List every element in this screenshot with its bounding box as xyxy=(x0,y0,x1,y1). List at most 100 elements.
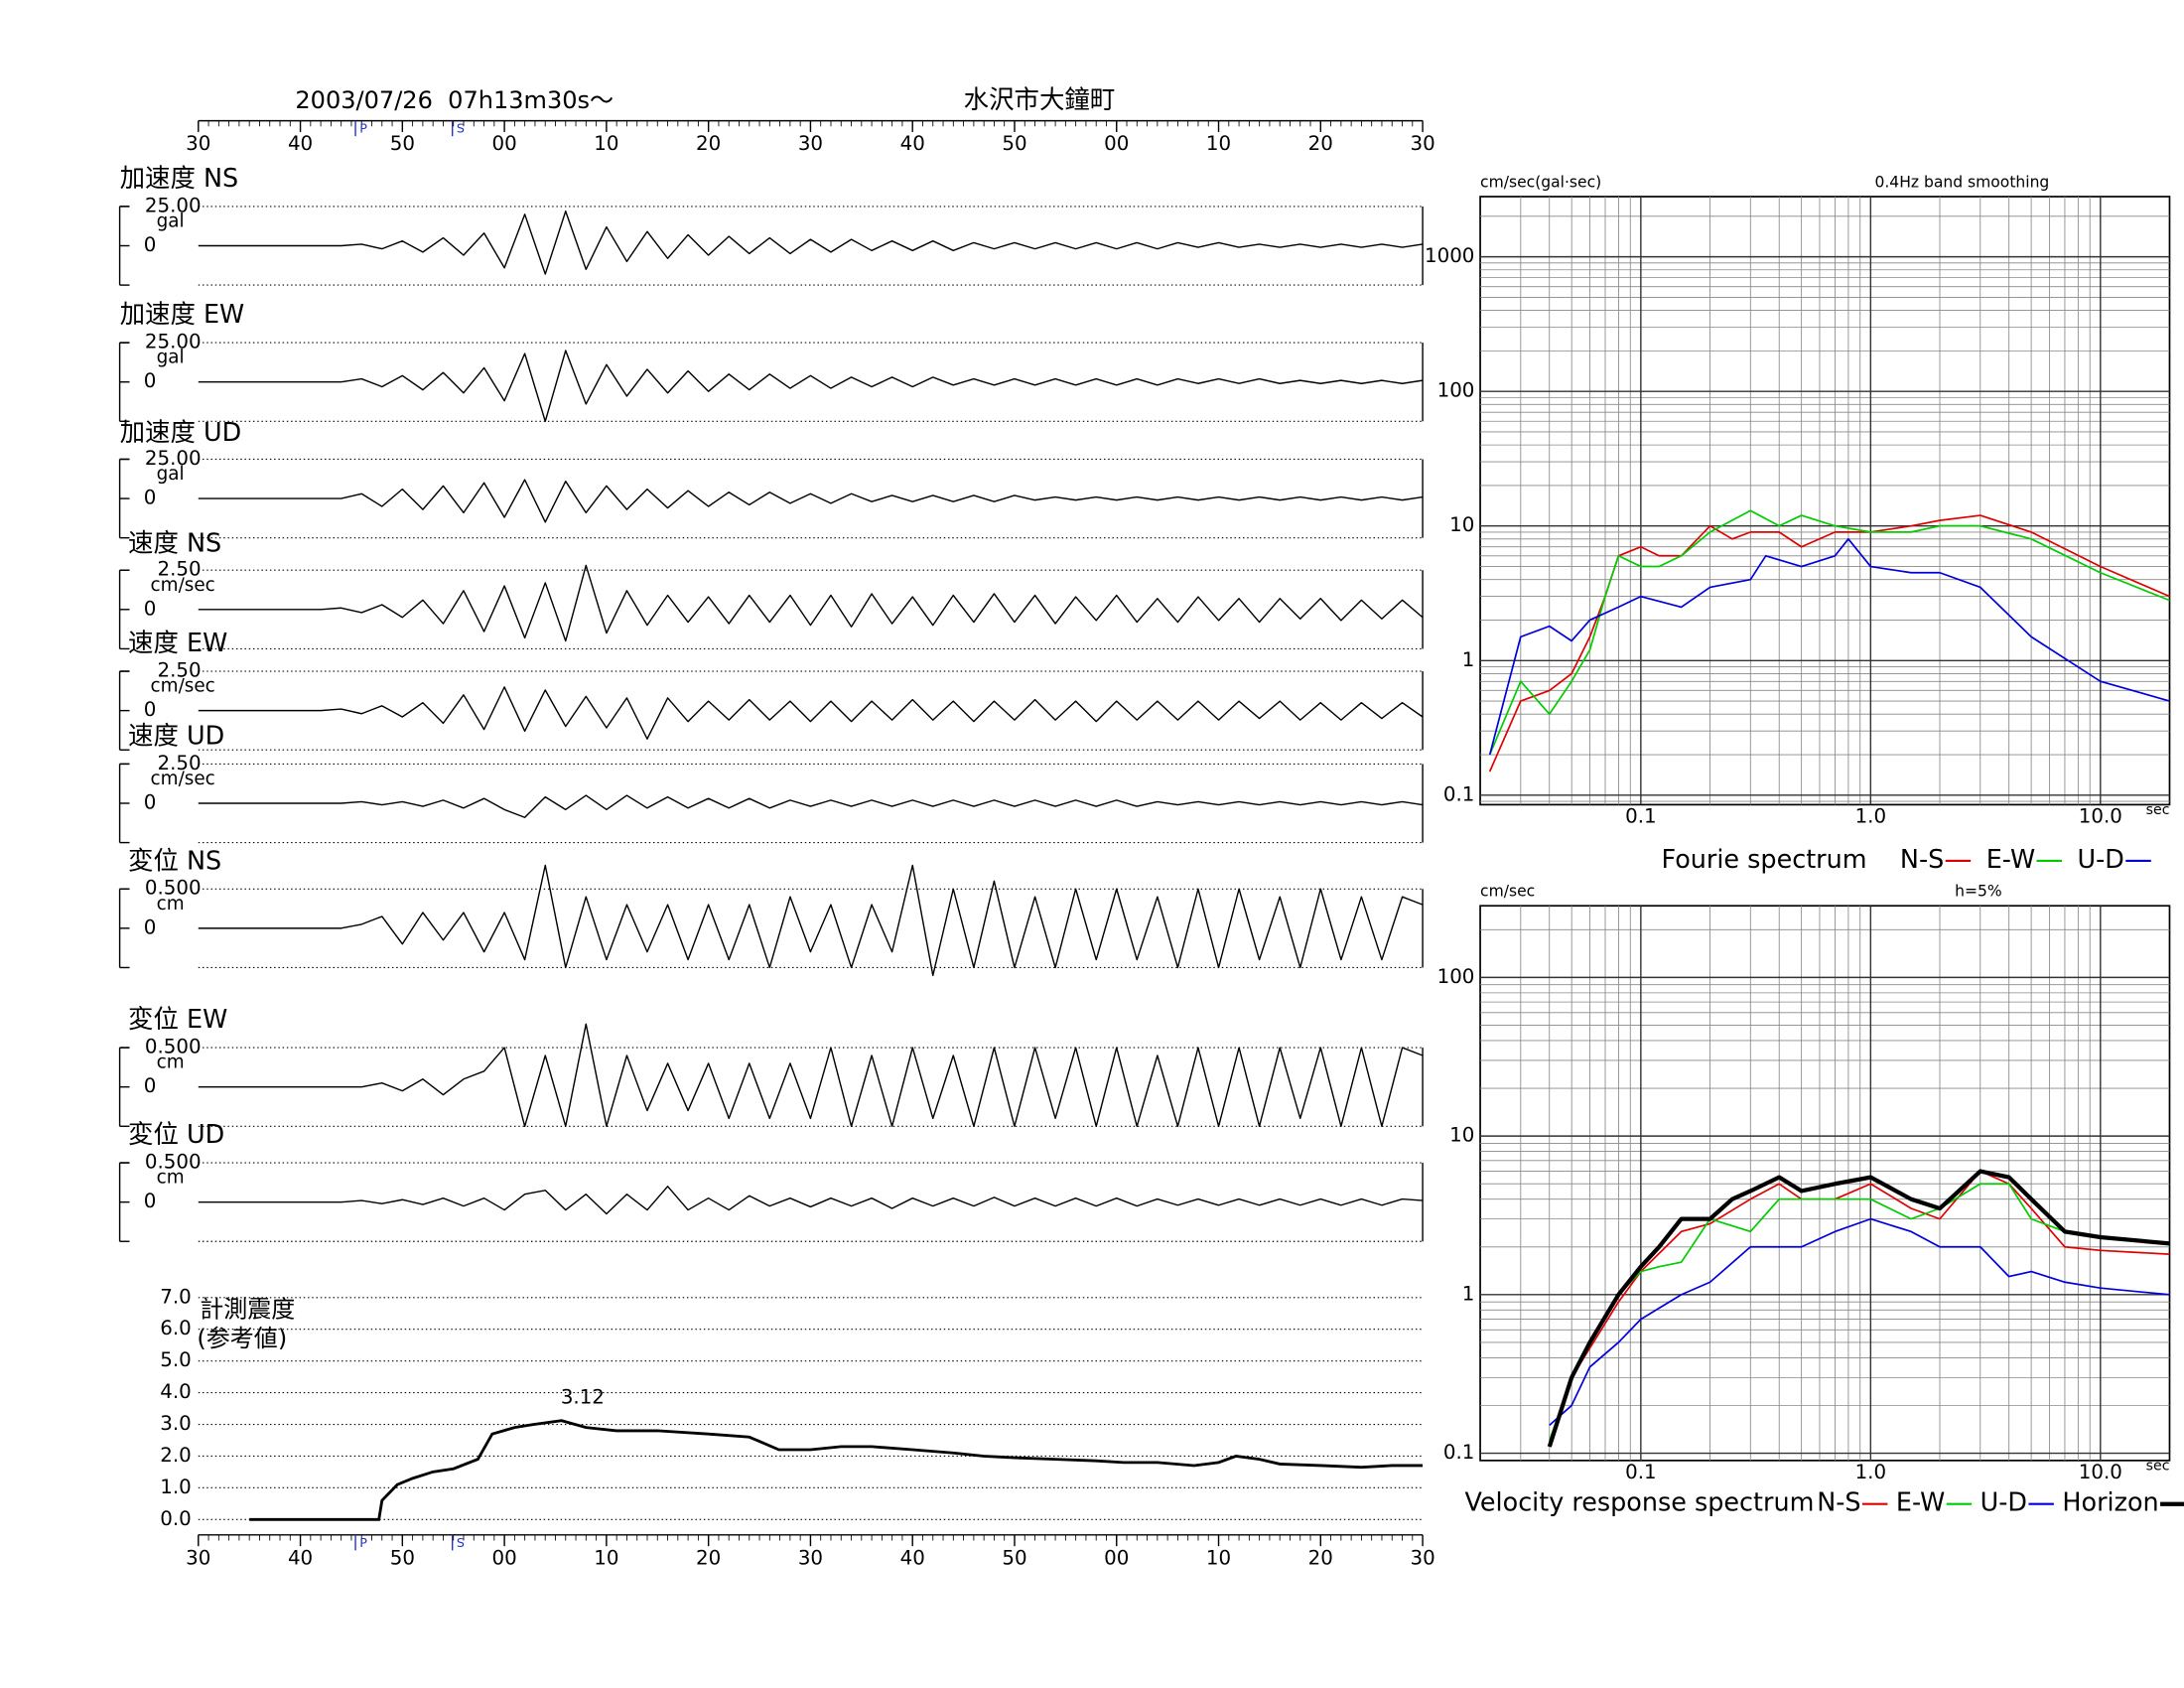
chart-title: 計測震度 xyxy=(200,1296,295,1324)
x-tick-label: 10 xyxy=(1206,132,1231,155)
y-tick-label: 0 xyxy=(144,915,157,938)
spectrum-line xyxy=(1548,1183,2170,1442)
legend-label: E-W xyxy=(1896,1488,1945,1518)
x-tick-label: 00 xyxy=(492,132,517,155)
y-tick-label: 0 xyxy=(144,487,157,509)
waveform-trace xyxy=(198,564,1424,642)
legend-title: Fourie spectrum xyxy=(1662,845,1867,875)
x-tick-label: 10 xyxy=(594,1546,618,1569)
y-tick-label: 0 xyxy=(144,698,157,721)
unit-label: cm xyxy=(157,894,185,914)
waveform-trace xyxy=(198,211,1424,275)
x-tick-label: 30 xyxy=(798,1546,823,1569)
y-tick-label: 25.00 xyxy=(145,331,202,353)
x-tick-label: 0.1 xyxy=(1625,805,1656,828)
legend-label: N-S xyxy=(1900,845,1944,875)
spectrum-line xyxy=(1549,1217,2170,1427)
waveform-trace xyxy=(198,794,1424,818)
phase-label: S xyxy=(457,121,465,136)
y-tick-label: 25.00 xyxy=(145,447,202,470)
y-tick-label: 5.0 xyxy=(160,1348,191,1371)
legend-label: E-W xyxy=(1986,845,2035,875)
y-tick-label: 0.1 xyxy=(1443,1441,1474,1464)
waveform-trace xyxy=(198,1023,1424,1127)
y-axis-label: cm/sec(gal·sec) xyxy=(1480,173,1601,191)
x-tick-label: 1.0 xyxy=(1855,805,1886,828)
trace-title: 速度 EW xyxy=(128,629,227,658)
trace-title: 速度 NS xyxy=(128,529,221,559)
y-tick-label: 2.50 xyxy=(158,659,202,682)
x-tick-label: 20 xyxy=(696,132,721,155)
y-tick-label: 6.0 xyxy=(160,1317,191,1339)
x-tick-label: 10 xyxy=(1206,1546,1231,1569)
unit-label: cm/sec xyxy=(151,769,215,789)
unit-label: cm xyxy=(157,1168,185,1189)
x-tick-label: 40 xyxy=(288,1546,313,1569)
y-tick-label: 0 xyxy=(144,597,157,620)
y-tick-label: 4.0 xyxy=(160,1380,191,1403)
peak-label: 3.12 xyxy=(561,1386,605,1409)
y-tick-label: 0.500 xyxy=(145,1036,202,1058)
y-tick-label: 2.50 xyxy=(158,752,202,774)
x-tick-label: 0.1 xyxy=(1625,1461,1656,1483)
waveform-trace xyxy=(198,479,1424,523)
y-tick-label: 0 xyxy=(144,1074,157,1097)
spectrum-line xyxy=(1488,514,2170,773)
spectrum-line xyxy=(1547,1169,2170,1448)
trace-title: 変位 UD xyxy=(128,1120,224,1150)
trace-title: 加速度 NS xyxy=(120,164,239,194)
x-tick-label: 40 xyxy=(288,132,313,155)
x-tick-label: 20 xyxy=(1308,132,1333,155)
spectrum-line xyxy=(1488,509,2170,756)
waveform-trace xyxy=(198,864,1424,977)
x-tick-label: 20 xyxy=(1308,1546,1333,1569)
x-tick-label: 10 xyxy=(594,132,618,155)
x-tick-label: 30 xyxy=(186,132,210,155)
y-tick-label: 3.0 xyxy=(160,1412,191,1435)
unit-label: cm xyxy=(157,1053,185,1073)
y-tick-label: 0.0 xyxy=(160,1507,191,1530)
y-tick-label: 0 xyxy=(144,1190,157,1212)
unit-label: gal xyxy=(157,464,185,485)
x-tick-label: 30 xyxy=(1410,1546,1434,1569)
station-name: 水沢市大鐘町 xyxy=(964,85,1116,115)
phase-label: P xyxy=(359,1535,367,1550)
x-axis-label: sec xyxy=(2146,802,2170,818)
y-tick-label: 0 xyxy=(144,233,157,256)
y-tick-label: 1.0 xyxy=(160,1476,191,1498)
waveform-trace xyxy=(198,686,1424,740)
x-tick-label: 50 xyxy=(390,1546,415,1569)
y-tick-label: 100 xyxy=(1437,379,1475,402)
x-tick-label: 00 xyxy=(1104,1546,1129,1569)
spectrum-line xyxy=(1488,537,2170,756)
x-tick-label: 50 xyxy=(1002,1546,1026,1569)
y-tick-label: 1000 xyxy=(1425,244,1474,267)
y-tick-label: 100 xyxy=(1437,965,1475,988)
y-tick-label: 1 xyxy=(1462,648,1475,671)
y-tick-label: 10 xyxy=(1449,513,1474,536)
phase-label: P xyxy=(359,121,367,136)
y-tick-label: 0.500 xyxy=(145,877,202,900)
y-tick-label: 1 xyxy=(1462,1282,1475,1305)
trace-title: 変位 EW xyxy=(128,1005,227,1035)
x-tick-label: 1.0 xyxy=(1855,1461,1886,1483)
waveform-trace xyxy=(198,350,1424,423)
waveform-trace xyxy=(198,1186,1424,1215)
y-tick-label: 2.0 xyxy=(160,1444,191,1467)
x-tick-label: 40 xyxy=(900,132,925,155)
plot-frame xyxy=(1479,196,2171,806)
x-tick-label: 30 xyxy=(798,132,823,155)
legend-label: U-D xyxy=(1980,1488,2027,1518)
annotation: h=5% xyxy=(1955,883,2002,901)
intensity-line xyxy=(249,1419,1424,1521)
unit-label: cm/sec xyxy=(151,575,215,596)
legend-label: Horizon xyxy=(2062,1488,2158,1518)
y-tick-label: 0 xyxy=(144,790,157,813)
y-tick-label: 0.1 xyxy=(1443,782,1474,805)
unit-label: gal xyxy=(157,348,185,368)
x-tick-label: 40 xyxy=(900,1546,925,1569)
x-axis-label: sec xyxy=(2146,1459,2170,1475)
record-title: 2003/07/26 07h13m30s～ xyxy=(295,86,614,114)
x-tick-label: 30 xyxy=(186,1546,210,1569)
